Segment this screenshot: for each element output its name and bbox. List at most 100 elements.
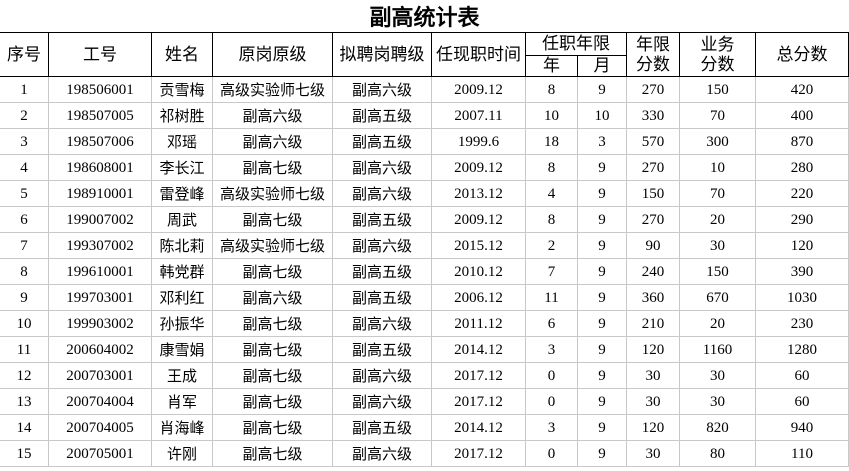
table-cell: 270 [627,77,680,103]
table-cell: 2017.12 [432,441,526,467]
table-cell: 副高六级 [333,363,432,389]
table-cell: 70 [680,103,756,129]
table-cell: 2017.12 [432,363,526,389]
table-cell: 1280 [756,337,849,363]
table-cell: 2010.12 [432,259,526,285]
table-cell: 30 [627,441,680,467]
table-cell: 2014.12 [432,337,526,363]
table-cell: 副高六级 [213,129,333,155]
table-cell: 邓瑶 [152,129,213,155]
table-cell: 10 [526,103,578,129]
table-cell: 李长江 [152,155,213,181]
column-header: 拟聘岗聘级 [333,33,432,77]
table-cell: 副高五级 [333,285,432,311]
table-cell: 陈北莉 [152,233,213,259]
header-line: 年限 [636,34,670,55]
table-cell: 1 [0,77,49,103]
table-cell: 9 [578,181,627,207]
table-cell: 940 [756,415,849,441]
column-subheader: 年 [526,56,578,77]
table-cell: 2006.12 [432,285,526,311]
table-cell: 韩党群 [152,259,213,285]
table-cell: 30 [680,389,756,415]
table-cell: 4 [0,155,49,181]
table-cell: 副高六级 [213,103,333,129]
table-cell: 副高五级 [333,337,432,363]
table-cell: 副高七级 [213,363,333,389]
table-cell: 肖军 [152,389,213,415]
table-cell: 30 [627,363,680,389]
table-cell: 2015.12 [432,233,526,259]
table-cell: 8 [526,77,578,103]
table-cell: 11 [526,285,578,311]
table-cell: 2009.12 [432,77,526,103]
column-header: 原岗原级 [213,33,333,77]
table-cell: 12 [0,363,49,389]
column-header: 序号 [0,33,49,77]
table-cell: 9 [578,441,627,467]
table-cell: 3 [526,415,578,441]
table-cell: 0 [526,363,578,389]
table-cell: 1999.6 [432,129,526,155]
table-cell: 200704004 [49,389,152,415]
table-cell: 副高七级 [213,441,333,467]
table-cell: 2 [526,233,578,259]
column-header: 业务 分数 [680,33,756,77]
table-cell: 110 [756,441,849,467]
table-cell: 8 [526,155,578,181]
table-cell: 副高六级 [333,389,432,415]
column-header: 任现职时间 [432,33,526,77]
table-cell: 2013.12 [432,181,526,207]
table-cell: 11 [0,337,49,363]
table-cell: 18 [526,129,578,155]
table-cell: 9 [578,311,627,337]
table-cell: 198507006 [49,129,152,155]
header-line: 分数 [636,54,670,75]
table-cell: 10 [578,103,627,129]
header-line: 总分数 [776,44,828,65]
table-cell: 10 [680,155,756,181]
table-cell: 0 [526,441,578,467]
table-cell: 30 [680,233,756,259]
table-cell: 2009.12 [432,155,526,181]
table-cell: 9 [578,389,627,415]
table-cell: 副高六级 [333,77,432,103]
table-cell: 90 [627,233,680,259]
table-cell: 120 [756,233,849,259]
table-cell: 9 [578,207,627,233]
table-cell: 副高六级 [333,311,432,337]
table-cell: 王成 [152,363,213,389]
table-cell: 198507005 [49,103,152,129]
table-cell: 20 [680,207,756,233]
table-cell: 孙振华 [152,311,213,337]
table-cell: 60 [756,389,849,415]
table-cell: 2009.12 [432,207,526,233]
table-cell: 199610001 [49,259,152,285]
table-cell: 70 [680,181,756,207]
column-subheader: 月 [578,56,627,77]
table-cell: 330 [627,103,680,129]
table-cell: 9 [578,259,627,285]
table-cell: 230 [756,311,849,337]
table-cell: 300 [680,129,756,155]
table-cell: 120 [627,415,680,441]
table-cell: 15 [0,441,49,467]
header-line: 分数 [700,54,735,75]
table-cell: 副高七级 [213,389,333,415]
table-cell: 9 [578,363,627,389]
table-cell: 7 [526,259,578,285]
column-header: 任职年限 [526,33,627,56]
table-cell: 贡雪梅 [152,77,213,103]
table-cell: 199703001 [49,285,152,311]
column-header: 姓名 [152,33,213,77]
table-cell: 康雪娟 [152,337,213,363]
table-cell: 副高六级 [213,285,333,311]
table-cell: 5 [0,181,49,207]
table-cell: 9 [578,233,627,259]
table-cell: 198506001 [49,77,152,103]
table-cell: 14 [0,415,49,441]
table-cell: 9 [578,415,627,441]
table-cell: 2011.12 [432,311,526,337]
table-cell: 副高六级 [333,233,432,259]
